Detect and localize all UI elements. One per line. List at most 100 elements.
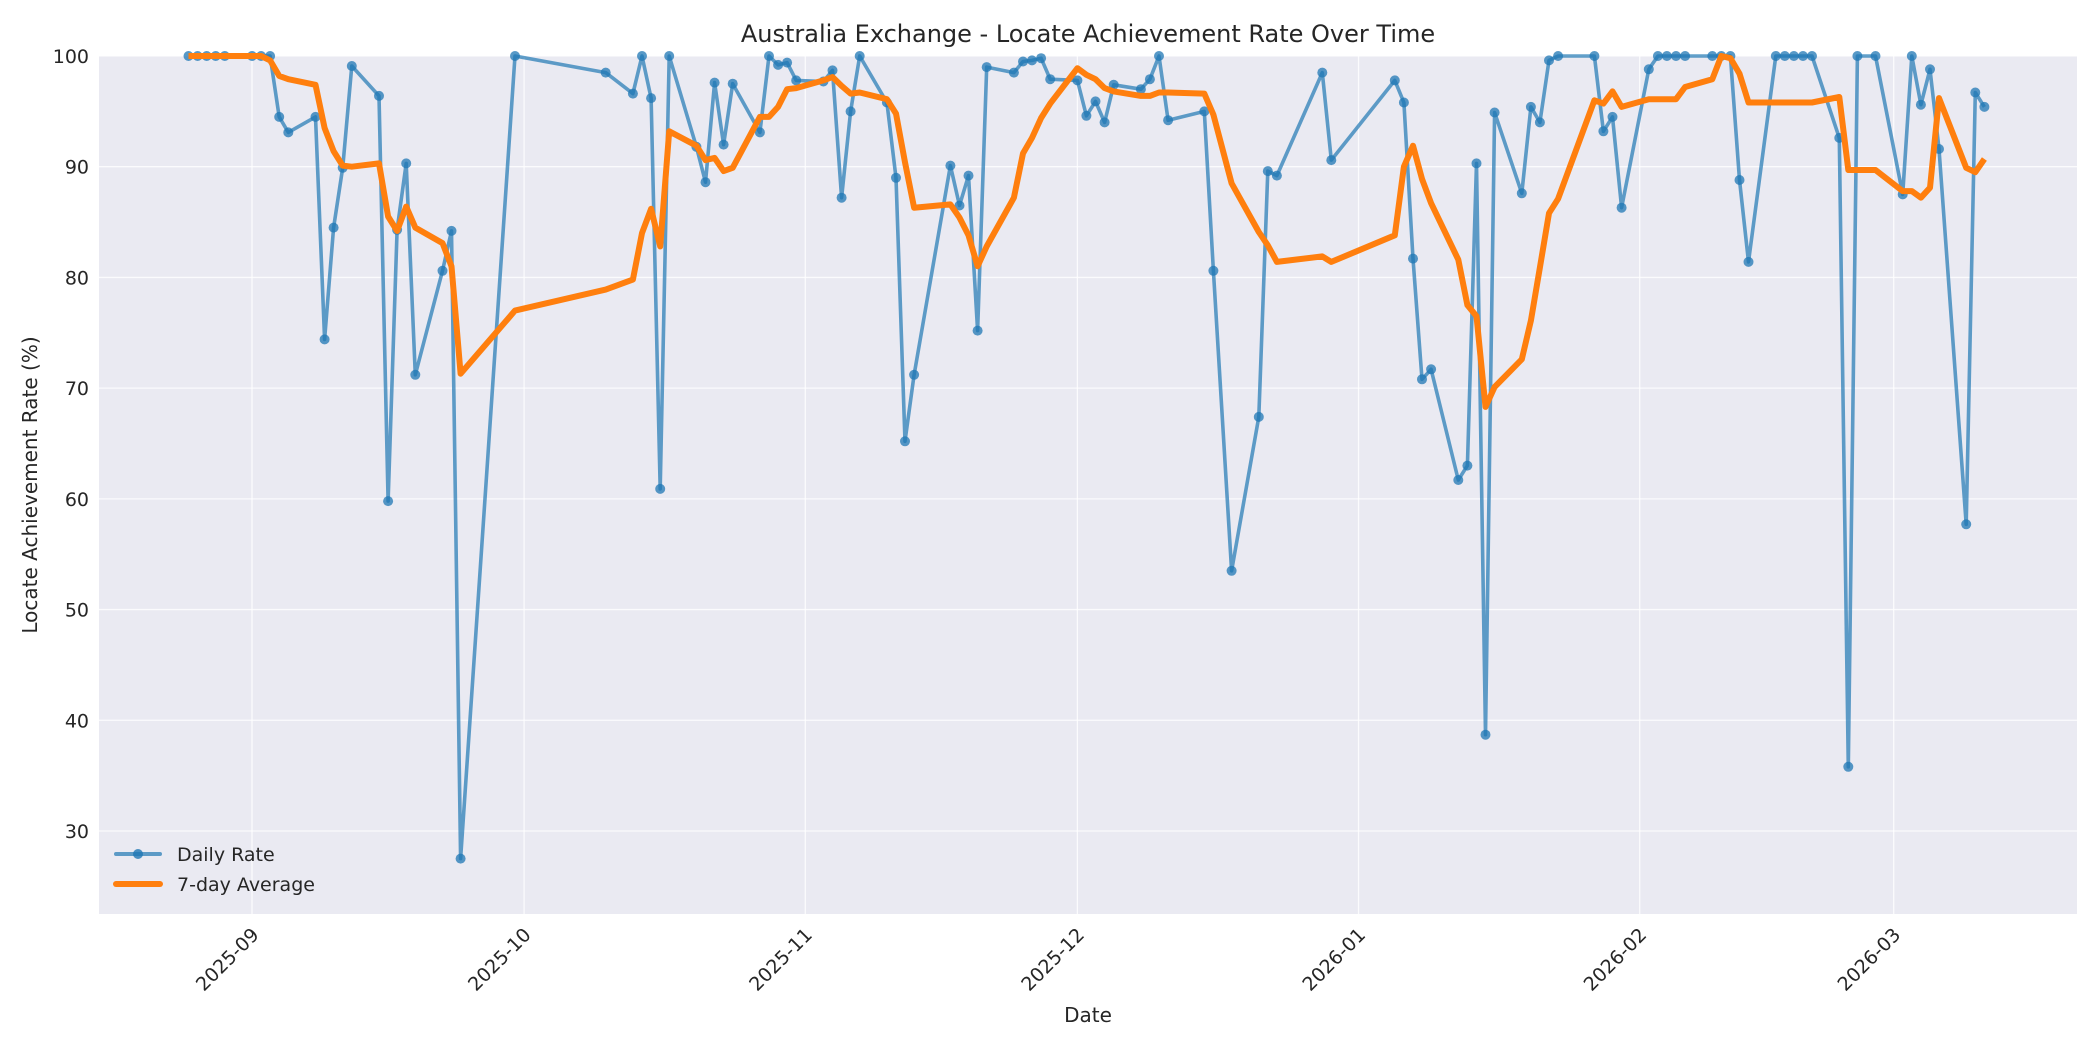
daily-rate-marker	[854, 51, 865, 61]
daily-rate-marker	[1008, 67, 1019, 78]
legend-label-seven-day-average: 7-day Average	[177, 874, 315, 896]
legend-item-daily-rate: Daily Rate	[114, 844, 275, 866]
daily-rate-marker	[891, 172, 901, 183]
daily-rate-marker	[1389, 75, 1400, 86]
daily-rate-marker	[1081, 110, 1092, 121]
daily-rate-marker	[1589, 51, 1600, 61]
daily-rate-marker	[773, 59, 784, 70]
daily-rate-marker	[401, 158, 412, 169]
daily-rate-marker	[1961, 519, 1972, 530]
daily-rate-marker	[1598, 126, 1609, 137]
daily-rate-marker	[754, 127, 765, 138]
daily-rate-marker	[410, 369, 421, 380]
daily-rate-marker	[1108, 79, 1119, 90]
daily-rate-marker	[1734, 175, 1745, 185]
daily-rate-marker	[510, 51, 520, 61]
daily-rate-marker	[909, 369, 920, 380]
daily-rate-marker	[1135, 84, 1146, 95]
daily-rate-marker	[954, 200, 965, 211]
daily-rate-marker	[1680, 51, 1691, 61]
y-tick-label: 60	[65, 489, 89, 511]
daily-rate-marker	[646, 93, 657, 104]
daily-rate-marker	[1915, 99, 1926, 110]
y-tick-label: 70	[65, 378, 89, 400]
daily-rate-marker	[727, 78, 738, 89]
daily-rate-marker	[319, 334, 330, 345]
daily-rate-marker	[1661, 51, 1672, 61]
legend: Daily Rate 7-day Average	[113, 844, 315, 896]
gridlines	[99, 55, 2077, 914]
daily-rate-marker	[1544, 55, 1554, 66]
daily-rate-marker	[827, 65, 838, 76]
daily-rate-marker	[1208, 265, 1219, 276]
daily-rate-marker	[1616, 202, 1627, 213]
daily-rate-marker	[1426, 364, 1437, 375]
legend-dot-icon	[133, 849, 143, 859]
daily-rate-marker	[1553, 51, 1564, 61]
daily-rate-marker	[1226, 565, 1237, 576]
daily-rate-marker	[446, 225, 457, 236]
daily-rate-marker	[1099, 117, 1110, 128]
daily-rate-marker	[1870, 51, 1881, 61]
daily-rate-marker	[655, 483, 666, 494]
plot-area	[99, 56, 2077, 914]
daily-rate-marker	[1788, 51, 1799, 61]
daily-rate-marker	[1326, 155, 1337, 166]
daily-rate-marker	[1925, 64, 1935, 75]
daily-rate-marker	[1317, 67, 1328, 78]
daily-rate-marker	[718, 139, 729, 150]
daily-rate-marker	[1798, 51, 1808, 61]
daily-rate-marker	[310, 111, 321, 122]
y-tick-label: 80	[65, 267, 89, 289]
daily-rate-marker	[1779, 51, 1790, 61]
daily-rate-marker	[1018, 56, 1028, 67]
daily-rate-marker	[374, 90, 384, 101]
y-tick-label: 30	[65, 821, 89, 843]
daily-rate-marker	[1453, 475, 1464, 485]
seven-day-average-series	[188, 53, 1987, 410]
daily-rate-marker	[1045, 74, 1056, 85]
daily-rate-marker	[1027, 55, 1037, 66]
y-axis-label: Locate Achievement Rate (%)	[18, 336, 42, 633]
daily-rate-marker	[981, 62, 992, 73]
seven-day-average-line	[188, 53, 1987, 410]
daily-rate-marker	[1707, 51, 1718, 61]
daily-rate-marker	[1979, 101, 1990, 112]
daily-rate-marker	[700, 177, 711, 188]
daily-rate-marker	[945, 160, 956, 171]
daily-rate-marker	[791, 75, 802, 86]
daily-rate-marker	[1534, 117, 1545, 128]
daily-rate-marker	[1743, 256, 1754, 267]
y-tick-label: 100	[53, 46, 89, 68]
daily-rate-marker	[664, 51, 675, 61]
daily-rate-marker	[1471, 158, 1482, 169]
daily-rate-marker	[900, 436, 910, 447]
daily-rate-marker	[1807, 51, 1817, 61]
daily-rate-marker	[346, 61, 357, 71]
daily-rate-marker	[1906, 51, 1917, 61]
daily-rate-marker	[836, 192, 847, 203]
daily-rate-marker	[1607, 111, 1618, 122]
daily-rate-marker	[1253, 411, 1264, 422]
legend-item-seven-day-average: 7-day Average	[113, 874, 315, 896]
daily-rate-marker	[1770, 51, 1781, 61]
daily-rate-marker	[963, 170, 974, 181]
daily-rate-marker	[1144, 74, 1155, 85]
daily-rate-marker	[1271, 170, 1282, 181]
daily-rate-marker	[1525, 101, 1536, 112]
daily-rate-marker	[1090, 96, 1101, 107]
daily-rate-marker	[1154, 51, 1164, 61]
daily-rate-marker	[1652, 51, 1663, 61]
daily-rate-marker	[972, 325, 983, 336]
y-axis-ticks: 30 40 50 60 70 80 90 100	[53, 46, 89, 843]
daily-rate-marker	[1199, 106, 1210, 117]
chart-title: Australia Exchange - Locate Achievement …	[741, 20, 1435, 48]
daily-rate-marker	[383, 496, 394, 507]
daily-rate-marker	[1516, 188, 1527, 199]
daily-rate-marker	[600, 67, 611, 78]
daily-rate-marker	[1462, 460, 1473, 471]
daily-rate-marker	[1072, 75, 1083, 86]
daily-rate-marker	[1480, 729, 1491, 740]
daily-rate-marker	[1643, 64, 1654, 75]
